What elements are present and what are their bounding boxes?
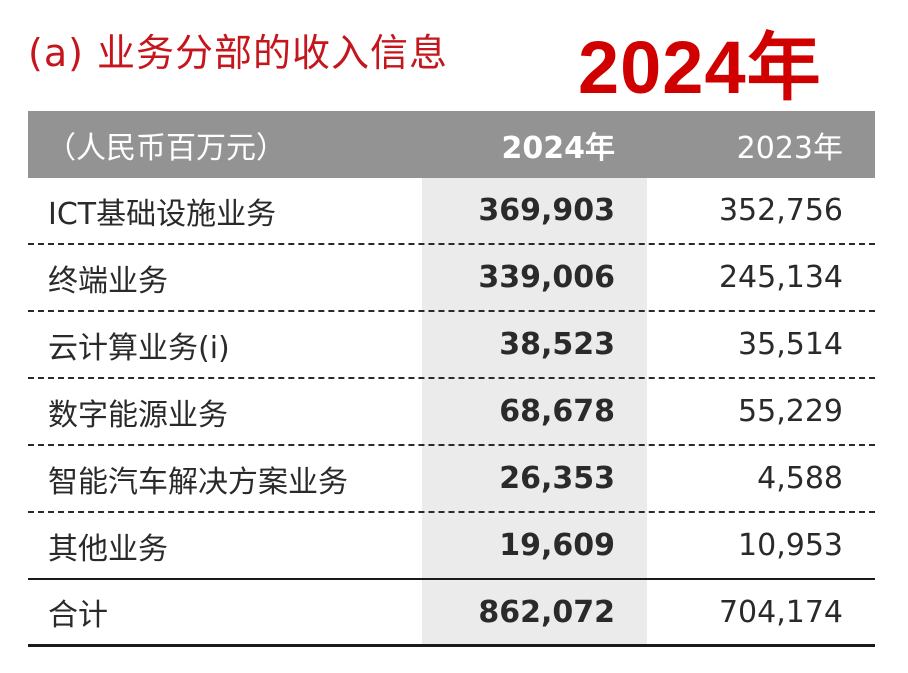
table-row: 云计算业务(i) 38,523 35,514 bbox=[28, 312, 875, 379]
table-row: ICT基础设施业务 369,903 352,756 bbox=[28, 178, 875, 245]
table-row: 智能汽车解决方案业务 26,353 4,588 bbox=[28, 446, 875, 513]
row-label: 其他业务 bbox=[48, 531, 168, 567]
row-label: 终端业务 bbox=[48, 263, 168, 299]
row-label: 数字能源业务 bbox=[48, 397, 228, 433]
row-previous-value: 245,134 bbox=[718, 260, 843, 295]
row-current-value: 26,353 bbox=[499, 461, 615, 496]
row-label: 智能汽车解决方案业务 bbox=[48, 464, 348, 500]
current-year-header: 2024年 bbox=[501, 130, 616, 166]
previous-year-header: 2023年 bbox=[736, 130, 843, 166]
row-previous-value: 35,514 bbox=[738, 327, 843, 362]
total-label: 合计 bbox=[48, 598, 108, 633]
row-current-value: 19,609 bbox=[499, 528, 615, 563]
row-current-value: 339,006 bbox=[478, 260, 615, 295]
row-previous-value: 4,588 bbox=[757, 461, 843, 496]
section-title: (a) 业务分部的收入信息 bbox=[28, 31, 449, 75]
row-previous-value: 10,953 bbox=[738, 528, 843, 563]
row-previous-value: 352,756 bbox=[718, 193, 843, 228]
row-previous-value: 55,229 bbox=[738, 394, 843, 429]
total-current-value: 862,072 bbox=[478, 594, 615, 630]
row-current-value: 369,903 bbox=[478, 193, 615, 228]
table-row: 终端业务 339,006 245,134 bbox=[28, 245, 875, 312]
revenue-table: （人民币百万元） 2024年 2023年 ICT基础设施业务 369,903 3… bbox=[28, 111, 875, 647]
table-total-row: 合计 862,072 704,174 bbox=[28, 580, 875, 647]
row-label: ICT基础设施业务 bbox=[48, 196, 277, 232]
unit-header: （人民币百万元） bbox=[46, 130, 286, 166]
table-row: 数字能源业务 68,678 55,229 bbox=[28, 379, 875, 446]
table-row: 其他业务 19,609 10,953 bbox=[28, 513, 875, 580]
row-current-value: 38,523 bbox=[499, 327, 615, 362]
year-banner: 2024年 bbox=[578, 26, 822, 109]
current-year-column-shading bbox=[422, 178, 647, 644]
table-header-row: （人民币百万元） 2024年 2023年 bbox=[28, 111, 875, 178]
row-current-value: 68,678 bbox=[499, 394, 615, 429]
total-previous-value: 704,174 bbox=[718, 594, 843, 630]
row-label: 云计算业务(i) bbox=[48, 330, 230, 366]
